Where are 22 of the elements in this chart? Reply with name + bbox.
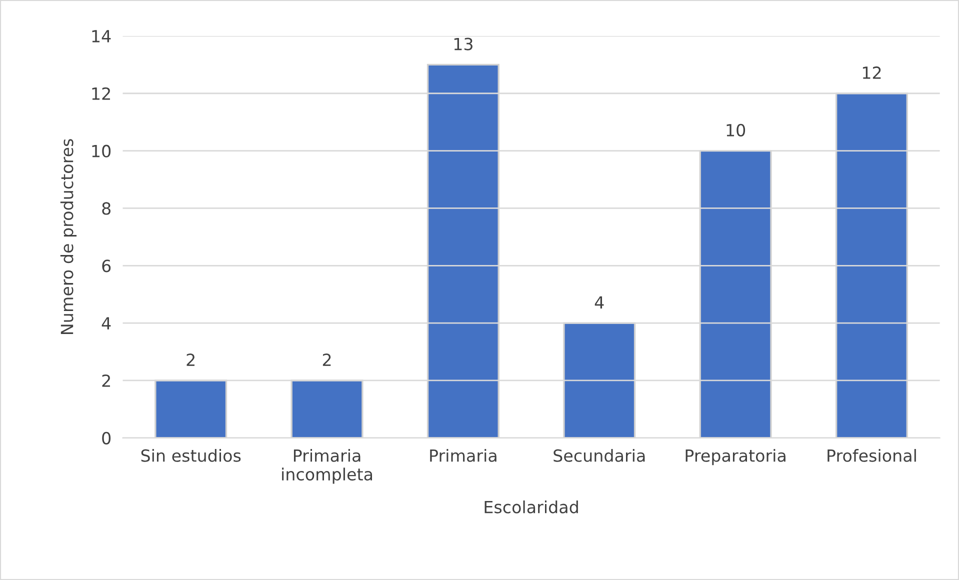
x-tick-label: Secundaria — [554, 449, 645, 462]
y-tick-label: 6 — [102, 260, 111, 272]
x-tick-label: Preparatoria — [686, 449, 786, 466]
y-tick-label: 10 — [92, 144, 111, 158]
y-tick-label: 4 — [102, 317, 111, 330]
data-label: 2 — [322, 354, 331, 366]
data-label: 2 — [186, 354, 194, 366]
data-label: 4 — [594, 296, 604, 308]
x-tick-label: Profesional — [828, 449, 916, 462]
y-tick-label: 14 — [92, 30, 111, 42]
data-label: 10 — [726, 124, 746, 136]
y-tick-label: 2 — [102, 374, 110, 387]
data-label: 13 — [454, 38, 472, 50]
x-tick-label: Sin estudios — [141, 449, 241, 462]
y-tick-label: 0 — [102, 432, 111, 444]
x-tick-label: Primaria — [430, 449, 496, 462]
x-axis-title: Escolaridad — [484, 500, 578, 514]
y-axis-title: Numero de productores — [60, 139, 77, 334]
x-tick-label: Primaria incompleta — [282, 449, 372, 484]
y-tick-label: 8 — [102, 202, 110, 215]
data-label: 12 — [862, 66, 881, 79]
y-tick-label: 12 — [92, 87, 110, 100]
